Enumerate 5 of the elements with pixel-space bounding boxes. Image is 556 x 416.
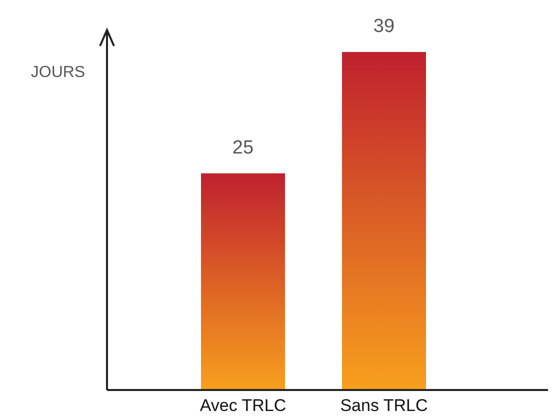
y-axis-title: JOURS	[30, 64, 86, 81]
x-tick-label: Avec TRLC	[200, 396, 286, 415]
data-label: 39	[373, 16, 395, 37]
data-label: 25	[232, 137, 254, 158]
x-tick-label: Sans TRLC	[340, 396, 428, 415]
